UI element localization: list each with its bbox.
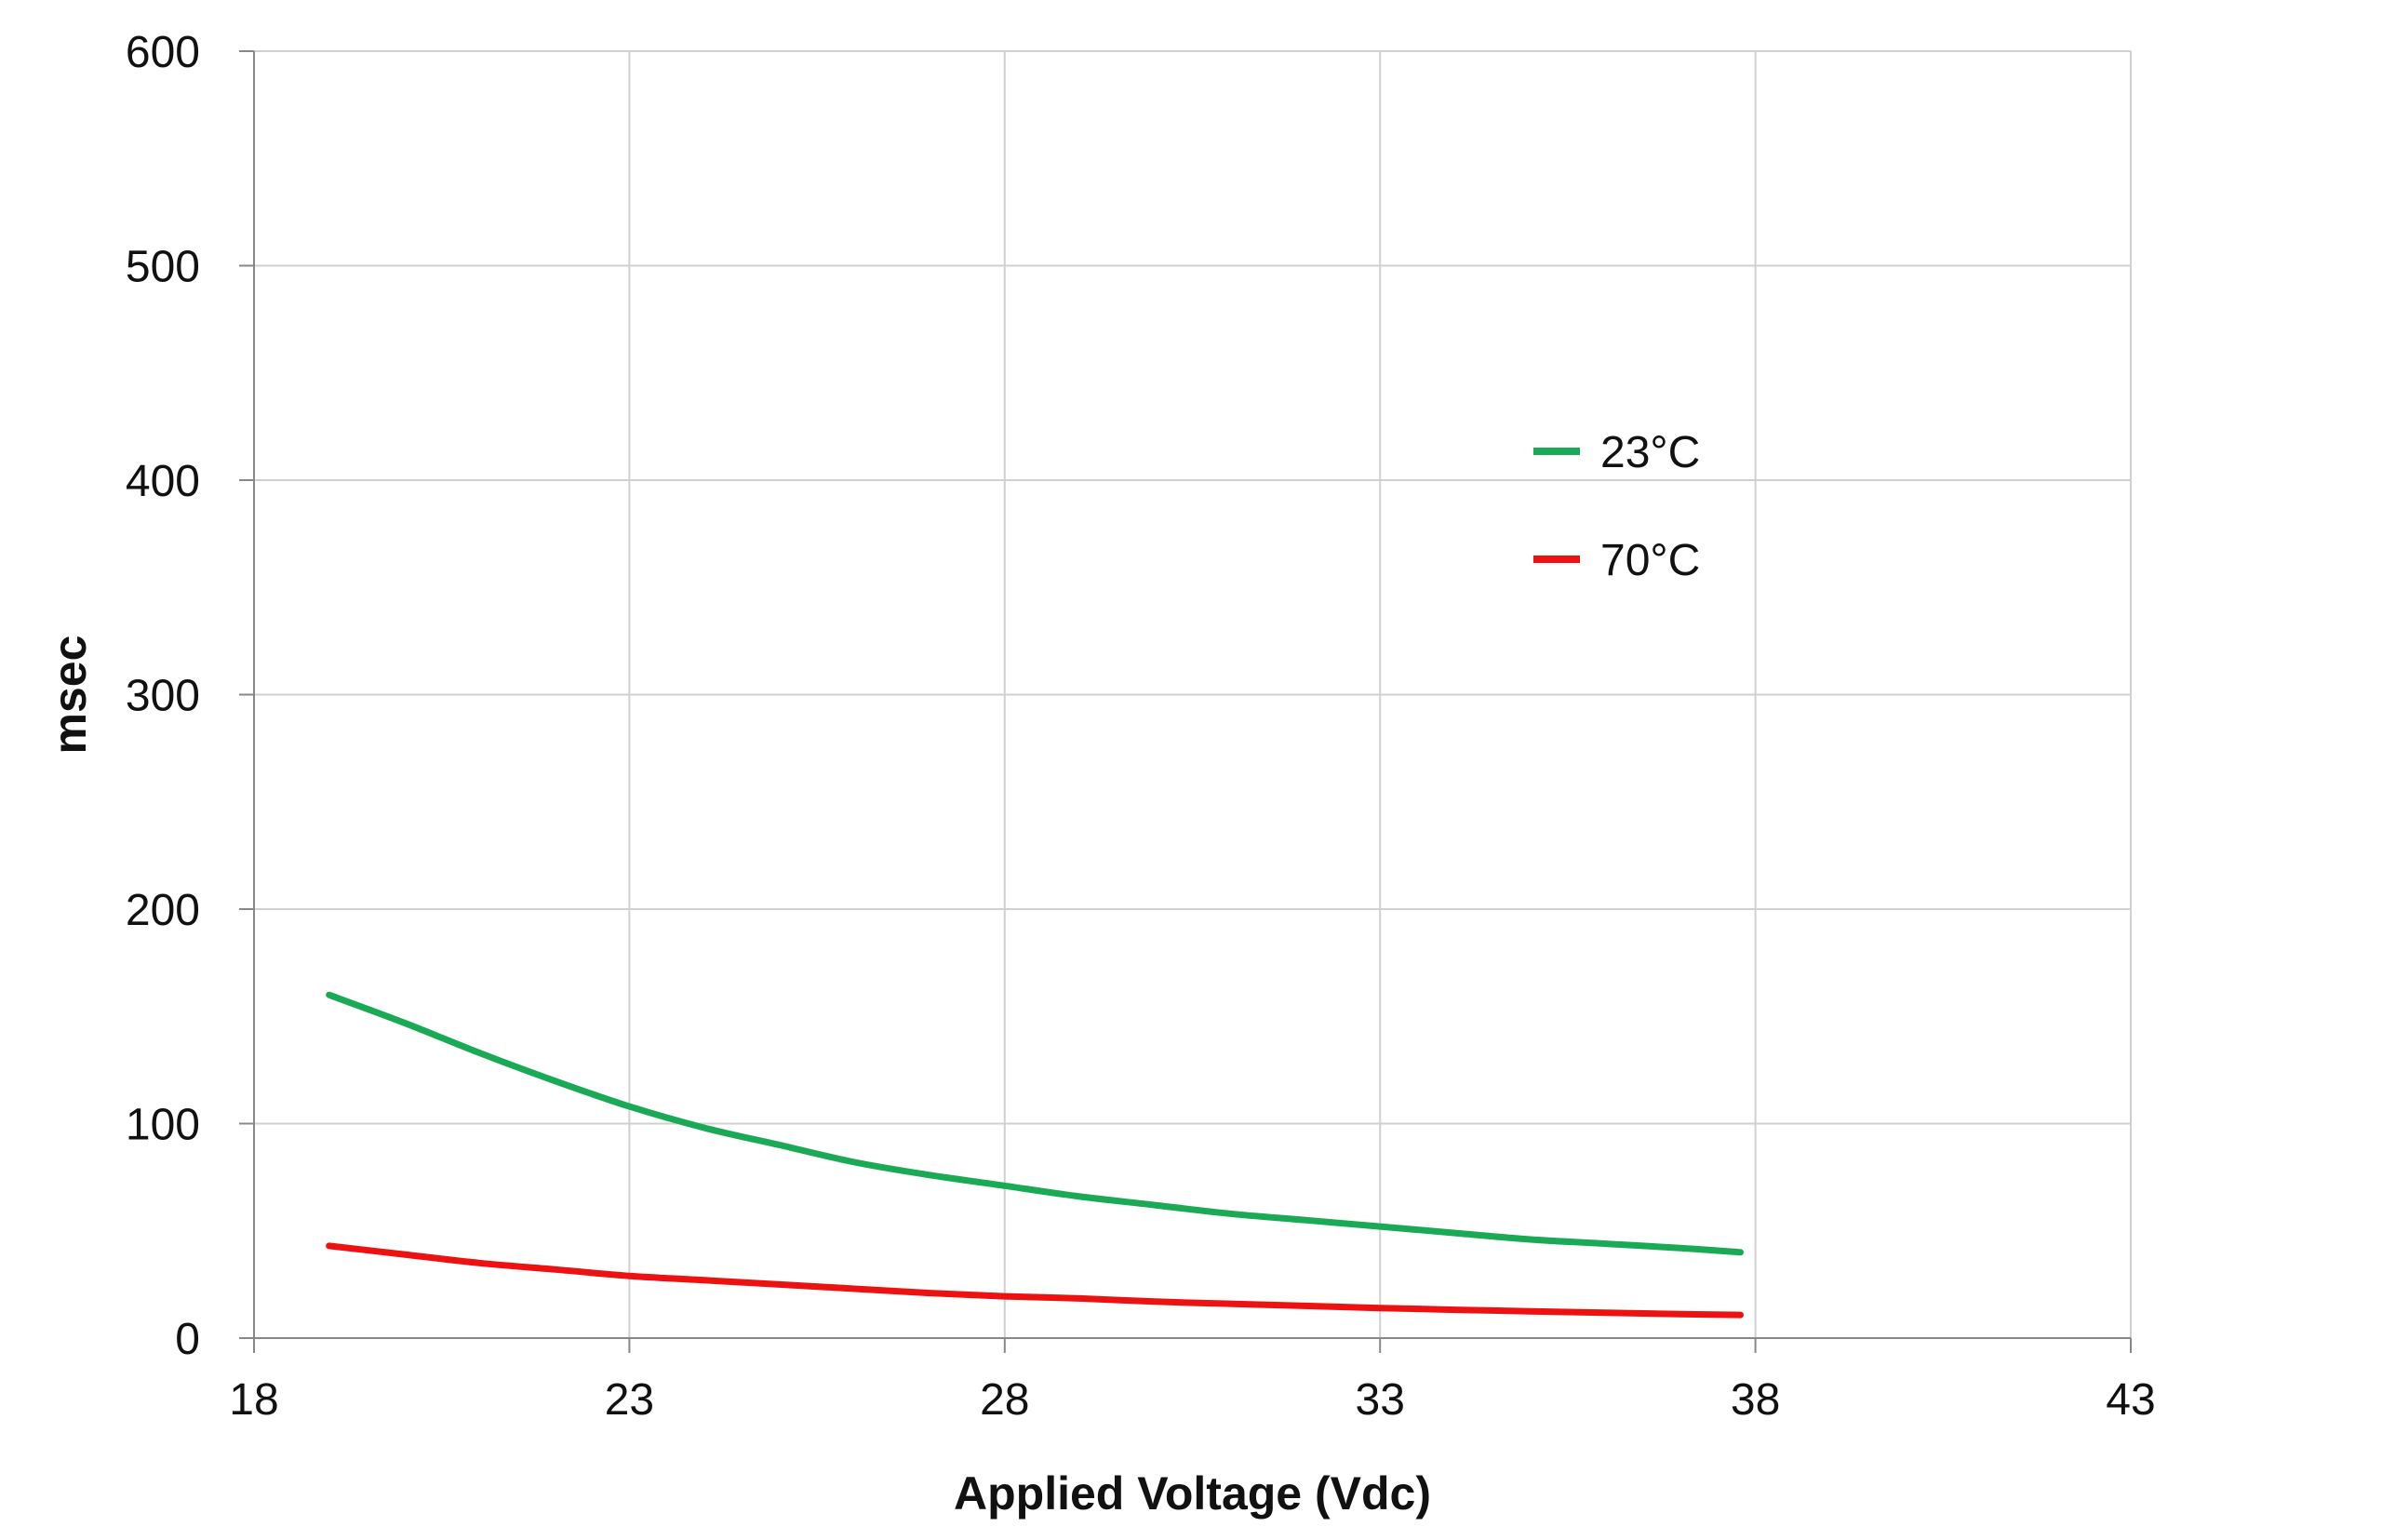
y-tick-label: 100 (126, 1101, 200, 1150)
y-tick-label: 400 (126, 457, 200, 506)
y-tick-label: 500 (126, 243, 200, 292)
series-line-1 (326, 1242, 1744, 1319)
y-tick-label: 600 (126, 28, 200, 77)
y-tick-label: 200 (126, 886, 200, 935)
legend: 23°C 70°C (1533, 428, 1700, 585)
x-tick-label: 38 (1731, 1375, 1780, 1425)
x-axis-title: Applied Voltage (Vdc) (954, 1467, 1431, 1520)
legend-label: 23°C (1600, 428, 1700, 477)
grid (253, 50, 2132, 1339)
y-tick-label: 300 (126, 672, 200, 721)
series-group (326, 991, 1744, 1319)
x-tick-label: 23 (605, 1375, 654, 1425)
legend-label: 70°C (1600, 536, 1700, 585)
tick-labels: 0 100 200 300 400 500 600 18 23 28 33 38 43 (126, 28, 2156, 1425)
y-axis-title: msec (44, 636, 96, 755)
x-tick-label: 33 (1356, 1375, 1405, 1425)
x-tick-label: 43 (2106, 1375, 2155, 1425)
y-tick-label: 0 (175, 1315, 200, 1364)
series-line-0 (326, 991, 1744, 1256)
x-tick-label: 18 (229, 1375, 278, 1425)
axes (239, 50, 2132, 1353)
x-tick-label: 28 (980, 1375, 1029, 1425)
